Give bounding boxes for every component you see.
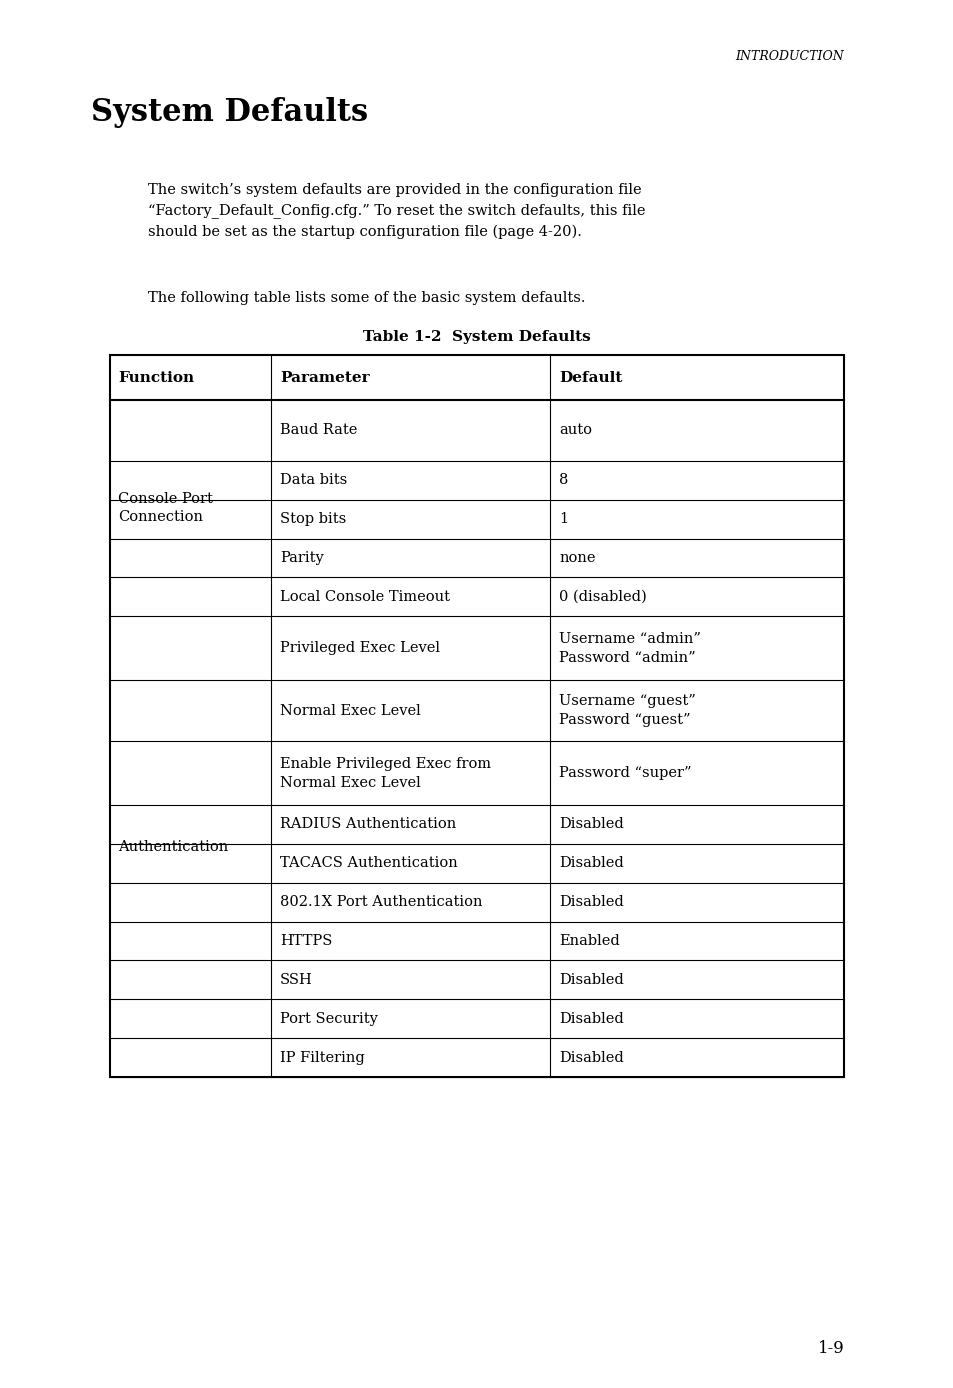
Text: Port Security: Port Security (279, 1012, 377, 1026)
Text: 1: 1 (558, 512, 568, 526)
Text: INTRODUCTION: INTRODUCTION (735, 50, 843, 62)
Text: Console Port
Connection: Console Port Connection (118, 491, 213, 525)
Text: SSH: SSH (279, 973, 313, 987)
Text: Authentication: Authentication (118, 840, 229, 854)
Text: Local Console Timeout: Local Console Timeout (279, 590, 450, 604)
Text: Username “guest”
Password “guest”: Username “guest” Password “guest” (558, 694, 695, 727)
Text: Parity: Parity (279, 551, 323, 565)
Text: Enabled: Enabled (558, 934, 619, 948)
Text: Function: Function (118, 371, 194, 384)
Text: Baud Rate: Baud Rate (279, 423, 357, 437)
Text: none: none (558, 551, 595, 565)
Text: 1-9: 1-9 (817, 1341, 843, 1357)
Text: Parameter: Parameter (279, 371, 369, 384)
Text: Stop bits: Stop bits (279, 512, 346, 526)
Text: 0 (disabled): 0 (disabled) (558, 590, 646, 604)
Text: RADIUS Authentication: RADIUS Authentication (279, 818, 456, 831)
Text: Disabled: Disabled (558, 818, 623, 831)
Text: Disabled: Disabled (558, 895, 623, 909)
Text: The following table lists some of the basic system defaults.: The following table lists some of the ba… (148, 291, 585, 305)
Text: Password “super”: Password “super” (558, 766, 691, 780)
Bar (110, 355, 843, 1077)
Text: Enable Privileged Exec from
Normal Exec Level: Enable Privileged Exec from Normal Exec … (279, 756, 491, 790)
Text: System Defaults: System Defaults (91, 97, 367, 128)
Text: Disabled: Disabled (558, 973, 623, 987)
Text: HTTPS: HTTPS (279, 934, 332, 948)
Text: IP Filtering: IP Filtering (279, 1051, 364, 1065)
Text: Privileged Exec Level: Privileged Exec Level (279, 641, 439, 655)
Text: The switch’s system defaults are provided in the configuration file
“Factory_Def: The switch’s system defaults are provide… (148, 183, 644, 239)
Text: auto: auto (558, 423, 592, 437)
Text: Disabled: Disabled (558, 856, 623, 870)
Text: TACACS Authentication: TACACS Authentication (279, 856, 457, 870)
Text: 802.1X Port Authentication: 802.1X Port Authentication (279, 895, 482, 909)
Text: Disabled: Disabled (558, 1051, 623, 1065)
Text: Default: Default (558, 371, 621, 384)
Text: Username “admin”
Password “admin”: Username “admin” Password “admin” (558, 632, 700, 665)
Text: 8: 8 (558, 473, 568, 487)
Text: Disabled: Disabled (558, 1012, 623, 1026)
Text: Table 1-2  System Defaults: Table 1-2 System Defaults (363, 330, 590, 344)
Text: Data bits: Data bits (279, 473, 347, 487)
Text: Normal Exec Level: Normal Exec Level (279, 704, 420, 718)
